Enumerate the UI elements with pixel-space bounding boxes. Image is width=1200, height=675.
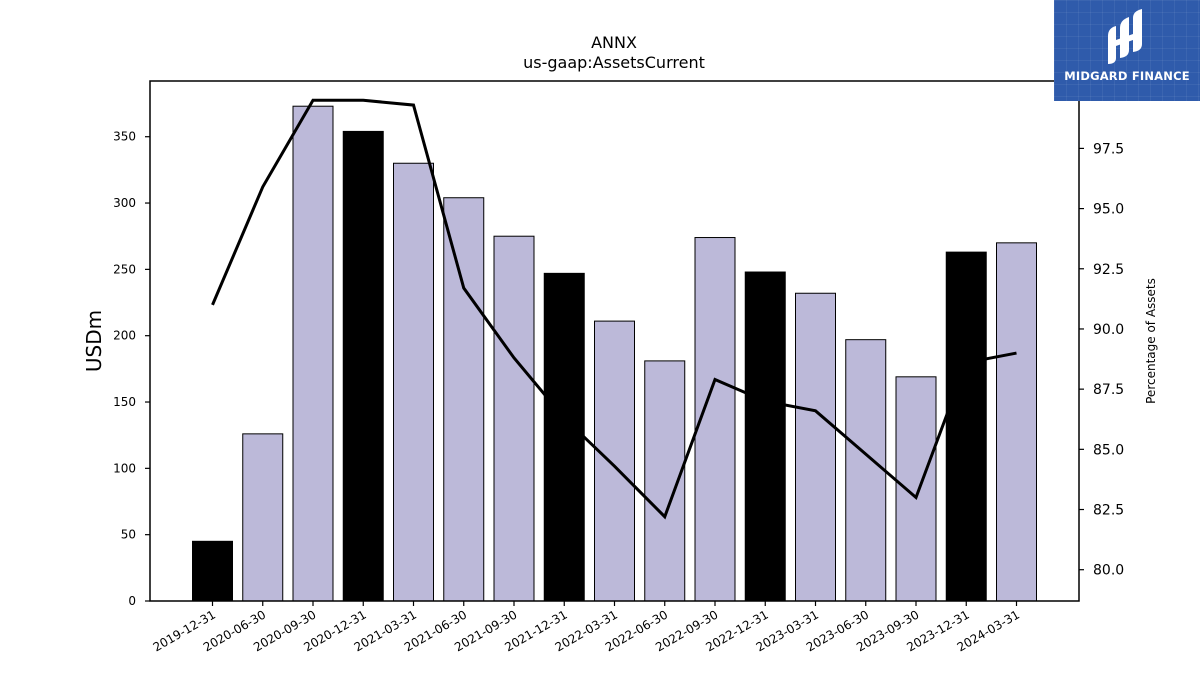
bar-2021-03-31 — [393, 162, 434, 602]
y-tick-label: 150 — [113, 395, 136, 409]
bar-2020-09-30 — [292, 105, 334, 602]
y2-tick-label: 87.5 — [1093, 382, 1124, 398]
y-axis-right: 80.0 82.5 85.0 87.5 90.0 92.5 95.0 97.5 — [1079, 141, 1124, 579]
y-tick-label: 50 — [121, 528, 136, 542]
bar-2022-03-31 — [594, 320, 635, 602]
bar-2023-03-31 — [795, 292, 836, 602]
bar-2023-09-30 — [895, 376, 937, 602]
percentage-line — [211, 98, 1017, 520]
chart-title: ANNX — [591, 33, 637, 52]
y2-tick-label: 95.0 — [1093, 202, 1124, 218]
y-axis-label: USDm — [82, 310, 106, 372]
percentage-line-series — [211, 98, 1017, 520]
y2-tick-label: 80.0 — [1093, 563, 1124, 579]
midgard-logo-icon — [1108, 9, 1142, 64]
y-tick-label: 350 — [113, 130, 136, 144]
y2-tick-label: 85.0 — [1093, 442, 1124, 458]
bar-2022-12-31 — [744, 271, 786, 602]
y2-axis-label: Percentage of Assets — [1144, 278, 1158, 404]
bar-2021-06-30 — [443, 197, 485, 602]
y2-tick-label: 92.5 — [1093, 262, 1124, 278]
bar-2020-12-31 — [342, 130, 384, 602]
y-tick-label: 300 — [113, 196, 136, 210]
bar-series — [192, 105, 1037, 602]
bar-2021-12-31 — [543, 272, 585, 602]
y2-tick-label: 97.5 — [1093, 141, 1124, 157]
midgard-finance-logo: MIDGARD FINANCE — [1054, 0, 1200, 101]
y-tick-label: 0 — [128, 594, 136, 608]
chart-subtitle: us-gaap:AssetsCurrent — [523, 53, 705, 72]
y2-tick-label: 90.0 — [1093, 322, 1124, 338]
bar-2020-06-30 — [242, 433, 284, 602]
y2-tick-label: 82.5 — [1093, 503, 1124, 519]
y-axis-left: 0 50 100 150 200 250 300 350 — [113, 130, 150, 608]
brand-name: MIDGARD FINANCE — [1064, 69, 1190, 83]
y-tick-label: 250 — [113, 262, 136, 276]
bar-2024-03-31 — [996, 242, 1037, 602]
bar-2023-06-30 — [845, 339, 887, 602]
bar-2019-12-31 — [192, 540, 233, 602]
bar-2023-12-31 — [945, 251, 987, 602]
bar-2021-09-30 — [493, 235, 535, 602]
x-axis: 2019-12-312020-06-302020-09-302020-12-31… — [151, 601, 1022, 654]
y-tick-label: 100 — [113, 461, 136, 475]
y-tick-label: 200 — [113, 329, 136, 343]
